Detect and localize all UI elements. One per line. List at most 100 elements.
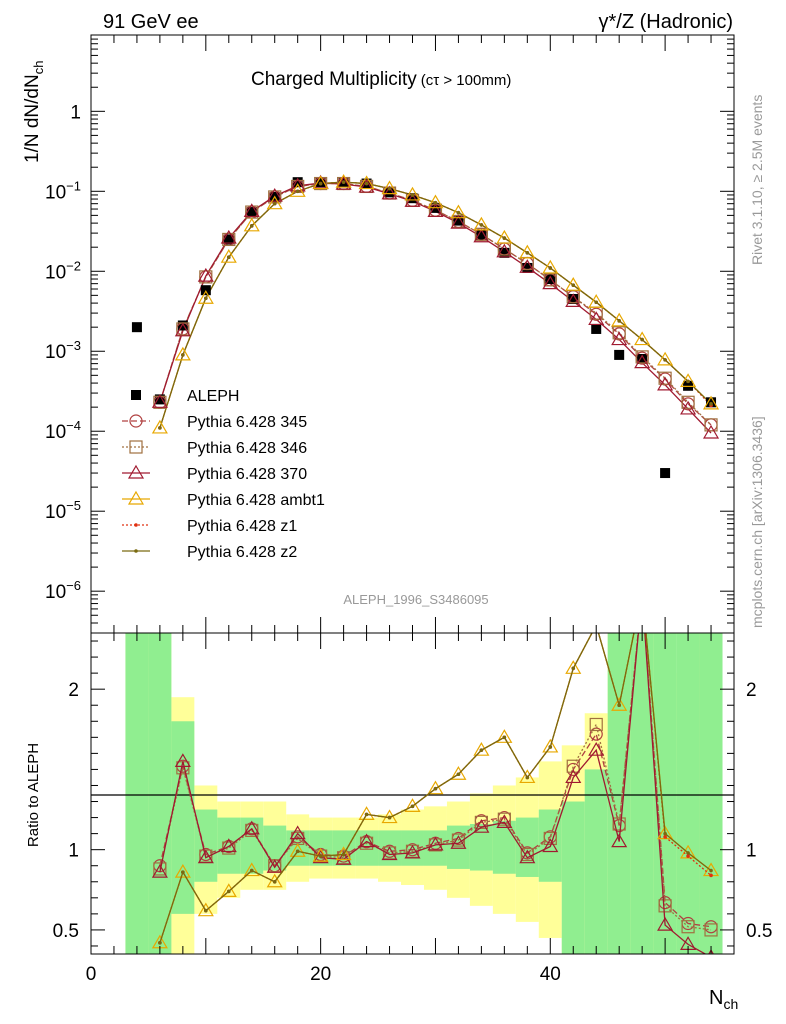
x-tick-label: 40 xyxy=(540,964,561,985)
main-series-4-point xyxy=(542,259,559,274)
main-series-3-point xyxy=(427,203,444,218)
ratio-series-3-point xyxy=(197,902,214,917)
y-axis-label-main: 1/N dN/dNch xyxy=(22,61,46,163)
main-series-3-point xyxy=(220,229,237,244)
band-green xyxy=(492,820,516,874)
main-series-3-point xyxy=(335,175,352,190)
ratio-series-2-line xyxy=(159,633,707,954)
main-series-4-point xyxy=(680,373,697,387)
ratio-series-5-point xyxy=(204,908,208,913)
main-series-0-point xyxy=(522,262,533,273)
y-tick-label-main: 10−2 xyxy=(45,258,81,283)
ratio-series-0-point xyxy=(636,587,648,599)
ratio-axes-group: 0.5 0.51 12 20 20 40 xyxy=(53,633,772,985)
main-series-6-point xyxy=(525,251,530,255)
main-series-4-point xyxy=(634,331,651,346)
main-markers-group xyxy=(131,173,720,479)
y-tick-label-main-base: 10 xyxy=(45,422,66,443)
legend-label-1: Pythia 6.428 345 xyxy=(187,414,307,431)
y-tick-label-main-exp: −4 xyxy=(66,418,81,433)
main-series-4-line xyxy=(159,181,712,429)
band-green xyxy=(676,633,700,954)
ratio-series-3-point xyxy=(519,769,536,784)
ratio-series-5-point xyxy=(571,666,576,671)
process-energy-label: 91 GeV ee xyxy=(103,11,199,33)
y-tick-label-main: 10−6 xyxy=(45,578,81,603)
ratio-series-1-point xyxy=(451,833,466,847)
rivet-version-label: Rivet 3.1.10, ≥ 2.5M events xyxy=(749,95,765,265)
main-series-2-point xyxy=(199,270,213,284)
main-series-6-point xyxy=(594,300,599,305)
x-axis-label-sub: ch xyxy=(723,996,738,1012)
y-tick-label-main: 10−1 xyxy=(45,178,81,203)
main-series-4-point xyxy=(220,248,237,263)
band-green xyxy=(217,817,241,874)
ratio-series-5-point xyxy=(709,868,713,873)
y-tick-label-ratio-right: 1 xyxy=(746,841,757,862)
legend-label-0: ALEPH xyxy=(187,388,239,405)
legend: ALEPH Pythia 6.428 345 Pythia 6.428 346 Pyt… xyxy=(122,388,325,561)
main-series-0-point xyxy=(476,230,487,241)
main-series-0-point xyxy=(407,193,418,204)
ratio-series-1-point xyxy=(359,836,374,850)
main-series-4-point xyxy=(404,186,421,201)
main-series-0-point xyxy=(614,349,625,360)
legend-marker-5 xyxy=(134,523,138,527)
main-series-4-point xyxy=(657,351,674,366)
main-series-6-point xyxy=(226,255,231,259)
main-series-3-point xyxy=(657,376,674,391)
ratio-series-2-point xyxy=(565,769,582,784)
ratio-series-5-point xyxy=(479,748,484,752)
main-series-0-point xyxy=(223,234,234,245)
y-tick-label-ratio: 0.5 xyxy=(53,921,79,942)
ratio-series-3-point xyxy=(450,766,467,780)
main-series-6-point xyxy=(502,236,507,240)
mcplots-label: mcplots.cern.ch [arXiv:1306.3436] xyxy=(749,416,765,628)
main-series-4-point xyxy=(611,312,628,327)
band-green xyxy=(561,801,585,954)
ratio-series-5-point xyxy=(272,879,277,884)
ratio-series-2-point xyxy=(427,836,444,851)
ratio-series-5-point xyxy=(410,804,415,809)
ratio-series-5-point xyxy=(318,854,323,858)
ratio-series-3-point xyxy=(611,697,628,711)
ratio-series-1-point xyxy=(636,587,648,599)
main-series-3-point xyxy=(381,185,398,200)
main-series-2-point xyxy=(704,418,718,432)
main-series-6-point xyxy=(295,189,300,194)
main-series-4-point xyxy=(358,175,375,190)
main-series-3-point xyxy=(450,214,467,229)
analysis-tag: ALEPH_1996_S3486095 xyxy=(343,592,488,607)
x-axis-label-text: N xyxy=(709,987,723,1009)
main-series-6-point xyxy=(341,180,346,184)
ratio-series-1-point xyxy=(497,812,511,826)
ratio-series-5-point xyxy=(433,786,438,791)
main-series-6-point xyxy=(456,210,461,215)
ratio-series-5-point xyxy=(525,775,530,780)
main-series-6-point xyxy=(364,181,369,186)
ratio-series-5-point xyxy=(341,852,346,857)
main-series-6-point xyxy=(571,283,576,287)
ratio-series-1-point xyxy=(658,899,672,913)
main-series-0-point xyxy=(384,187,395,198)
main-series-0-point xyxy=(591,323,602,334)
legend-label-6: Pythia 6.428 z2 xyxy=(187,544,297,561)
y-tick-label-ratio-right: 0.5 xyxy=(746,921,772,942)
ratio-series-2-point xyxy=(450,835,467,849)
y-tick-label-ratio: 1 xyxy=(68,841,79,862)
main-series-4-point xyxy=(266,195,283,210)
y-tick-label-main-exp: −6 xyxy=(66,578,81,593)
ratio-series-2-point xyxy=(243,820,260,835)
main-series-group xyxy=(159,181,712,434)
ratio-series-3-point xyxy=(220,883,237,898)
main-series-6-point xyxy=(387,186,392,191)
ratio-series-3-point xyxy=(243,862,260,877)
y-tick-label-main: 10−4 xyxy=(45,418,81,443)
main-series-0-point xyxy=(131,322,142,333)
ratio-frame xyxy=(90,632,735,955)
y-tick-label-main-exp: −2 xyxy=(66,258,81,273)
ratio-series-2-point xyxy=(197,849,214,864)
ratio-series-1-point xyxy=(153,862,167,876)
ratio-series-2-point xyxy=(611,833,628,848)
main-series-2-point xyxy=(612,326,626,340)
